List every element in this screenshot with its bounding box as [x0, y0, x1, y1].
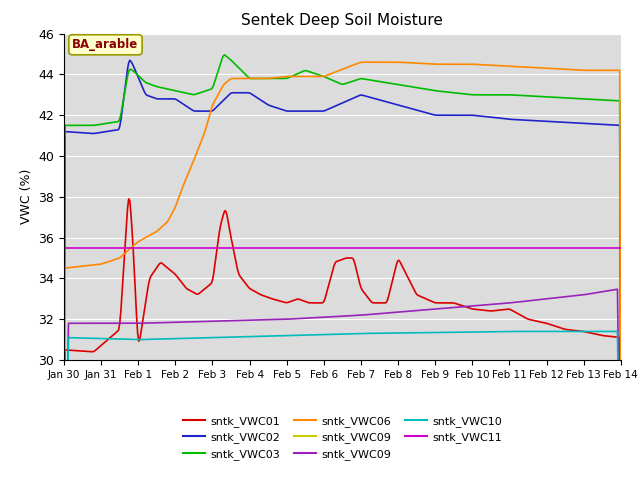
Y-axis label: VWC (%): VWC (%)	[20, 169, 33, 225]
Legend: sntk_VWC01, sntk_VWC02, sntk_VWC03, sntk_VWC06, sntk_VWC09, sntk_VWC09, sntk_VWC: sntk_VWC01, sntk_VWC02, sntk_VWC03, sntk…	[178, 411, 507, 464]
Title: Sentek Deep Soil Moisture: Sentek Deep Soil Moisture	[241, 13, 444, 28]
Text: BA_arable: BA_arable	[72, 38, 139, 51]
